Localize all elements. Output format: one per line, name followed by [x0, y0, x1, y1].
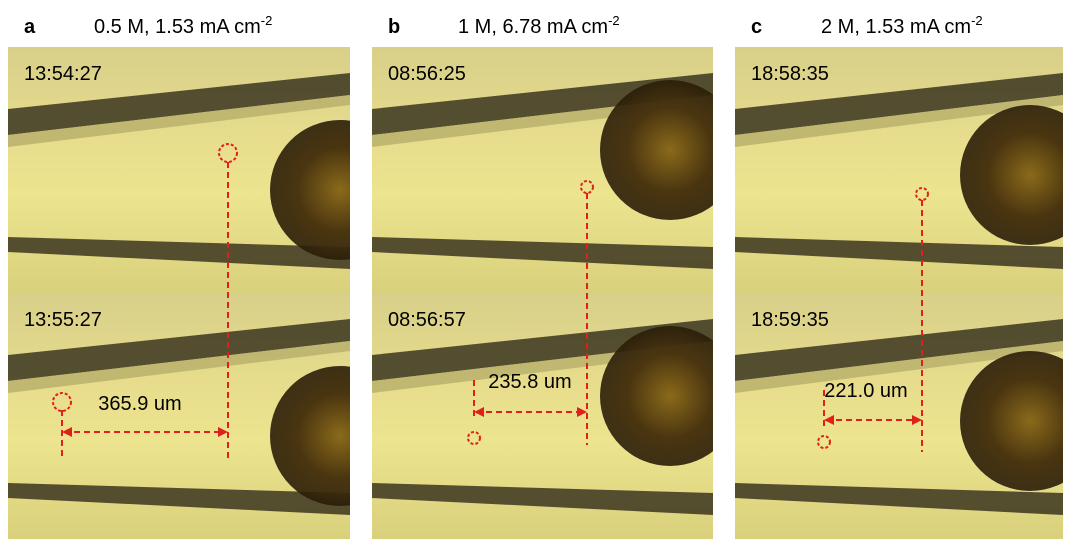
tube-edge-bottom: [8, 237, 350, 269]
tube-edge-top: [372, 73, 713, 135]
micrograph: 13:54:27: [8, 47, 350, 293]
panel-condition: 0.5 M, 1.53 mA cm-2: [94, 13, 272, 38]
arrow-head: [824, 415, 834, 425]
tube-edge-top-light: [8, 341, 350, 393]
panel-letter: b: [388, 16, 400, 38]
timestamp: 18:58:35: [751, 63, 829, 85]
condition-exponent: -2: [261, 13, 273, 28]
tube-edge-top: [8, 319, 350, 381]
panel-letter: a: [24, 16, 36, 38]
condition-exponent: -2: [971, 13, 983, 28]
tube-edge-bottom: [735, 483, 1063, 515]
timestamp: 18:59:35: [751, 309, 829, 331]
arrow-head: [912, 415, 922, 425]
panel-condition: 2 M, 1.53 mA cm-2: [821, 13, 983, 38]
panel: a 0.5 M, 1.53 mA cm-2 13:54:27 13:55:27 365.…: [8, 13, 350, 539]
distance-label: 221.0 um: [824, 380, 907, 402]
marker-circle: [218, 143, 238, 163]
tube-edge-top: [735, 73, 1063, 135]
marker-circle: [915, 187, 929, 201]
micrograph: 08:56:57: [372, 293, 713, 539]
deposit: [600, 326, 713, 466]
panel-letter: c: [751, 16, 762, 38]
tube-edge-top: [8, 73, 350, 135]
condition-text: 0.5 M, 1.53 mA cm: [94, 16, 261, 38]
timestamp: 08:56:25: [388, 63, 466, 85]
micrograph: 13:55:27: [8, 293, 350, 539]
arrow-head: [218, 427, 228, 437]
condition-text: 1 M, 6.78 mA cm: [458, 16, 608, 38]
marker-circle: [52, 392, 72, 412]
arrow-head: [577, 407, 587, 417]
tube-edge-top: [735, 319, 1063, 381]
deposit: [270, 366, 350, 506]
deposit: [960, 105, 1063, 245]
timestamp: 13:55:27: [24, 309, 102, 331]
tube-edge-bottom: [372, 483, 713, 515]
micrograph: 18:59:35: [735, 293, 1063, 539]
marker-circle: [817, 435, 831, 449]
deposit: [270, 120, 350, 260]
arrow-head: [474, 407, 484, 417]
tube-edge-top-light: [735, 341, 1063, 393]
tube-edge-bottom: [735, 237, 1063, 269]
tube-edge-bottom: [372, 237, 713, 269]
condition-text: 2 M, 1.53 mA cm: [821, 16, 971, 38]
tube-edge-top-light: [735, 95, 1063, 147]
tube-edge-bottom: [8, 483, 350, 515]
deposit: [960, 351, 1063, 491]
micrograph: 08:56:25: [372, 47, 713, 293]
tube-edge-top-light: [8, 95, 350, 147]
condition-exponent: -2: [608, 13, 620, 28]
distance-label: 365.9 um: [98, 393, 181, 415]
arrow-head: [62, 427, 72, 437]
timestamp: 13:54:27: [24, 63, 102, 85]
deposit: [600, 80, 713, 220]
tube-edge-top: [372, 319, 713, 381]
distance-label: 235.8 um: [488, 371, 571, 393]
micrograph: 18:58:35: [735, 47, 1063, 293]
panel-condition: 1 M, 6.78 mA cm-2: [458, 13, 620, 38]
marker-circle: [467, 431, 481, 445]
panel: c 2 M, 1.53 mA cm-2 18:58:35 18:59:35 221.0 …: [735, 13, 1063, 539]
marker-circle: [580, 180, 594, 194]
panel: b 1 M, 6.78 mA cm-2 08:56:25 08:56:57 235.8 …: [372, 13, 713, 539]
timestamp: 08:56:57: [388, 309, 466, 331]
